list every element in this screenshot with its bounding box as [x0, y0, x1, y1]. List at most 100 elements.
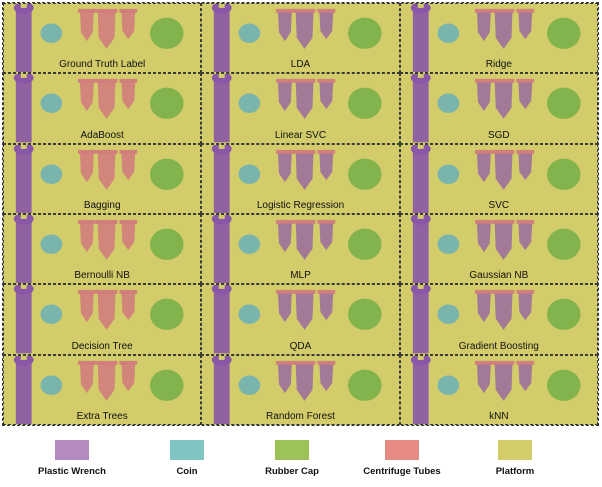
panel-label: AdaBoost	[80, 129, 124, 141]
segmentation-mask	[410, 4, 581, 73]
plastic-wrench-mask	[13, 285, 34, 354]
legend-label: Plastic Wrench	[38, 466, 106, 477]
segmentation-mask	[410, 74, 581, 143]
centrifuge-tubes-mask	[77, 8, 138, 49]
plastic-wrench-mask	[410, 144, 431, 213]
panel-label: Gradient Boosting	[458, 340, 539, 352]
panel-label: SVC	[488, 200, 510, 211]
panel-gaussian-nb: Gaussian NB	[399, 214, 598, 285]
centrifuge-tubes-mask	[474, 149, 534, 190]
coin-mask	[40, 375, 63, 395]
rubber-cap-mask	[150, 17, 184, 49]
coin-mask	[238, 164, 261, 184]
segmentation-mask	[212, 215, 382, 284]
rubber-cap-mask	[348, 87, 382, 120]
centrifuge-tubes-mask	[276, 149, 336, 190]
centrifuge-tubes-mask	[276, 79, 336, 120]
plastic-wrench-mask	[410, 285, 431, 354]
coin-mask	[40, 304, 63, 325]
rubber-cap-mask	[546, 298, 581, 331]
segmentation-mask	[212, 144, 382, 213]
segmentation-mask	[410, 355, 581, 424]
legend-item: Plastic Wrench	[17, 440, 127, 477]
rubber-cap-mask	[348, 369, 382, 401]
legend-swatch	[55, 440, 89, 460]
panel-label: Extra Trees	[76, 411, 128, 422]
panel-svc: SVC	[399, 143, 598, 214]
plastic-wrench-mask	[13, 355, 34, 424]
rubber-cap-mask	[150, 298, 184, 331]
rubber-cap-mask	[150, 158, 184, 190]
legend: Plastic Wrench Coin Rubber Cap Centrifuge T…	[0, 440, 602, 480]
plastic-wrench-mask	[212, 74, 232, 143]
panel-sgd: SGD	[399, 73, 598, 144]
coin-mask	[437, 234, 459, 255]
segmentation-mask	[212, 4, 382, 73]
plastic-wrench-mask	[410, 215, 431, 284]
centrifuge-tubes-mask	[276, 360, 336, 401]
panel-label: Bernoulli NB	[74, 270, 130, 282]
coin-mask	[437, 93, 459, 114]
plastic-wrench-mask	[410, 355, 431, 424]
plastic-wrench-mask	[212, 215, 232, 284]
segmentation-mask	[410, 144, 581, 213]
panel-logistic-regression: Logistic Regression	[201, 143, 400, 214]
panel-label: Ridge	[485, 59, 512, 71]
plastic-wrench-mask	[212, 355, 232, 424]
rubber-cap-mask	[546, 158, 581, 190]
segmentation-mask	[410, 285, 581, 354]
segmentation-mask	[212, 285, 382, 354]
legend-item: Rubber Cap	[237, 440, 347, 477]
plastic-wrench-mask	[410, 4, 431, 73]
panel-label: Random Forest	[266, 411, 335, 422]
coin-mask	[238, 93, 261, 114]
centrifuge-tubes-mask	[474, 290, 534, 331]
centrifuge-tubes-mask	[276, 8, 336, 49]
panel-label: Ground Truth Label	[59, 59, 146, 71]
coin-mask	[40, 93, 63, 114]
coin-mask	[238, 304, 261, 325]
legend-item: Platform	[460, 440, 570, 477]
rubber-cap-mask	[348, 298, 382, 331]
coin-mask	[238, 23, 261, 44]
segmentation-mask	[13, 144, 184, 213]
panel-label: LDA	[290, 59, 311, 71]
centrifuge-tubes-mask	[474, 360, 534, 401]
centrifuge-tubes-mask	[77, 149, 138, 190]
panel-label: MLP	[290, 270, 311, 282]
panel-bagging: Bagging	[3, 143, 202, 214]
rubber-cap-mask	[546, 17, 581, 49]
centrifuge-tubes-mask	[474, 8, 534, 49]
legend-label: Platform	[495, 466, 535, 477]
panel-label: kNN	[489, 411, 509, 422]
segmentation-grid: Ground Truth Label LDA Ridge AdaBoost Linear…	[2, 2, 599, 426]
panel-label: Gaussian NB	[469, 270, 529, 282]
segmentation-mask	[13, 215, 184, 284]
plastic-wrench-mask	[410, 74, 431, 143]
centrifuge-tubes-mask	[77, 360, 138, 401]
panel-ridge: Ridge	[399, 3, 598, 74]
centrifuge-tubes-mask	[474, 219, 534, 260]
panel-gradient-boosting: Gradient Boosting	[399, 284, 598, 355]
plastic-wrench-mask	[212, 4, 232, 73]
panel-label: QDA	[289, 340, 312, 352]
plastic-wrench-mask	[13, 144, 34, 213]
panel-extra-trees: Extra Trees	[3, 354, 202, 425]
coin-mask	[437, 23, 459, 44]
segmentation-mask	[13, 285, 184, 354]
segmentation-mask	[212, 74, 382, 143]
centrifuge-tubes-mask	[77, 290, 138, 331]
panel-ground-truth-label: Ground Truth Label	[3, 3, 202, 74]
coin-mask	[40, 234, 63, 255]
rubber-cap-mask	[546, 228, 581, 260]
panel-label: Logistic Regression	[256, 200, 345, 211]
legend-swatch	[498, 440, 532, 460]
segmentation-mask	[212, 355, 382, 424]
plastic-wrench-mask	[212, 285, 232, 354]
legend-swatch	[385, 440, 419, 460]
panel-mlp: MLP	[201, 214, 400, 285]
legend-label: Centrifuge Tubes	[363, 466, 441, 477]
rubber-cap-mask	[150, 369, 184, 401]
centrifuge-tubes-mask	[77, 79, 138, 120]
rubber-cap-mask	[546, 369, 581, 401]
